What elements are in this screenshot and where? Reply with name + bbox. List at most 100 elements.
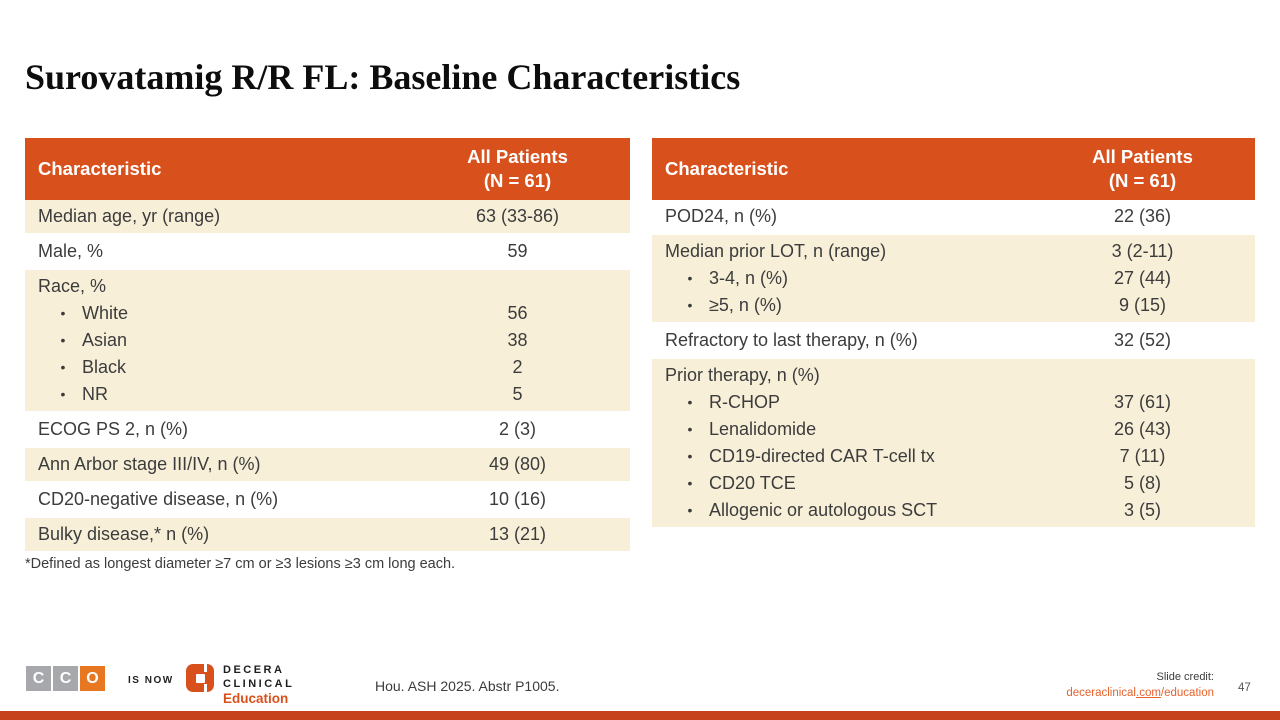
row-value-text: 27 (44) — [1113, 268, 1172, 289]
row-label: Refractory to last therapy, n (%) — [652, 324, 1030, 357]
table-row: ECOG PS 2, n (%) 2 (3) — [25, 413, 630, 449]
baseline-table-right: Characteristic All Patients (N = 61) POD… — [652, 138, 1255, 530]
row-sub-item: • CD19-directed CAR T-cell tx — [665, 443, 1030, 470]
row-label-text: POD24, n (%) — [665, 206, 778, 227]
table-row: Refractory to last therapy, n (%) 32 (52) — [652, 324, 1255, 360]
row-label: Median prior LOT, n (range) • 3-4, n (%) • ≥… — [652, 235, 1030, 322]
table-row: Median age, yr (range) 63 (33-86) — [25, 200, 630, 236]
row-label-text: Prior therapy, n (%) — [665, 365, 820, 386]
is-now-label: IS NOW — [128, 675, 174, 686]
row-value: 63 (33-86) — [405, 200, 630, 233]
row-sub-item: • Lenalidomide — [665, 416, 1030, 443]
page-title: Surovatamig R/R FL: Baseline Characteris… — [25, 57, 741, 97]
row-value-text: 13 (21) — [488, 524, 547, 545]
row-label-text: Median prior LOT, n (range) — [665, 241, 887, 262]
decera-logo-icon — [186, 664, 214, 692]
row-label: POD24, n (%) — [652, 200, 1030, 233]
row-label-text: CD20-negative disease, n (%) — [38, 489, 279, 510]
bullet-icon: • — [687, 448, 693, 465]
column-header-characteristic: Characteristic — [38, 158, 162, 180]
credit-link-tld: .com — [1136, 687, 1161, 700]
row-sub-item-text: Asian — [82, 330, 128, 351]
slide-credit-link[interactable]: deceraclinical.com/education — [1066, 685, 1214, 701]
table-row: Male, % 59 — [25, 235, 630, 271]
credit-link-path: /education — [1160, 687, 1214, 700]
row-label-text: Median age, yr (range) — [38, 206, 221, 227]
footnote: *Defined as longest diameter ≥7 cm or ≥3… — [25, 556, 456, 572]
row-value-text: 56 — [507, 303, 528, 324]
row-sub-item: • ≥5, n (%) — [665, 292, 1030, 319]
clinical-word: CLINICAL — [223, 677, 295, 690]
row-sub-item: • White — [38, 300, 405, 327]
row-value: 22 (36) — [1030, 200, 1255, 233]
table-body: POD24, n (%) 22 (36) Median prior LOT, n (… — [652, 200, 1255, 530]
cco-letter-o: O — [80, 666, 105, 691]
row-value-text: 22 (36) — [1113, 206, 1172, 227]
decera-icon-slit-top — [204, 664, 207, 672]
row-value: 13 (21) — [405, 518, 630, 551]
row-value: 3 (2-11) 27 (44) 9 (15) — [1030, 235, 1255, 322]
row-sub-item-text: Allogenic or autologous SCT — [709, 500, 938, 521]
bullet-icon: • — [687, 502, 693, 519]
row-value-text: 49 (80) — [488, 454, 547, 475]
row-label-text: Bulky disease,* n (%) — [38, 524, 210, 545]
table-row: Bulky disease,* n (%) 13 (21) — [25, 518, 630, 554]
row-value: 10 (16) — [405, 483, 630, 516]
row-label: Bulky disease,* n (%) — [25, 518, 405, 551]
bullet-icon: • — [687, 475, 693, 492]
bullet-icon: • — [687, 270, 693, 287]
credit-link-domain: deceraclinical — [1066, 687, 1136, 700]
table-row: Race, % • White • Asian • Black • NR 56 38 2 5 — [25, 270, 630, 414]
decera-icon-hole — [196, 674, 205, 683]
row-label: Prior therapy, n (%) • R-CHOP • Lenalidomide… — [652, 359, 1030, 527]
row-sub-item: • CD20 TCE — [665, 470, 1030, 497]
cco-logo: C C O — [26, 666, 105, 691]
row-sub-item-text: ≥5, n (%) — [709, 295, 782, 316]
row-value-text: 2 — [512, 357, 523, 378]
table-row: Ann Arbor stage III/IV, n (%) 49 (80) — [25, 448, 630, 484]
row-value-text: 63 (33-86) — [475, 206, 560, 227]
row-sub-item-text: Lenalidomide — [709, 419, 817, 440]
table-row: CD20-negative disease, n (%) 10 (16) — [25, 483, 630, 519]
row-value-text: 9 (15) — [1118, 295, 1167, 316]
row-value-text: 59 — [507, 241, 528, 262]
table-body: Median age, yr (range) 63 (33-86) Male, % 5… — [25, 200, 630, 554]
column-header-characteristic: Characteristic — [665, 158, 789, 180]
column-header-all-patients: All Patients (N = 61) — [1092, 146, 1193, 192]
table-header: Characteristic All Patients (N = 61) — [25, 138, 630, 201]
education-word: Education — [223, 691, 289, 706]
table-row: POD24, n (%) 22 (36) — [652, 200, 1255, 236]
row-sub-item: • 3-4, n (%) — [665, 265, 1030, 292]
row-label: ECOG PS 2, n (%) — [25, 413, 405, 446]
row-value-text: 5 (8) — [1123, 473, 1161, 494]
row-value: 59 — [405, 235, 630, 268]
row-label-text: ECOG PS 2, n (%) — [38, 419, 189, 440]
row-label-text: Race, % — [38, 276, 107, 297]
slide-credit-label: Slide credit: — [1156, 671, 1214, 683]
row-value-text: 38 — [507, 330, 528, 351]
bullet-icon: • — [687, 297, 693, 314]
row-label-text: Male, % — [38, 241, 104, 262]
row-value-text: 10 (16) — [488, 489, 547, 510]
row-value: 2 (3) — [405, 413, 630, 446]
bullet-icon: • — [60, 305, 66, 322]
row-sub-item-text: 3-4, n (%) — [709, 268, 789, 289]
row-label: Ann Arbor stage III/IV, n (%) — [25, 448, 405, 481]
bullet-icon: • — [60, 359, 66, 376]
decera-word: DECERA — [223, 664, 285, 676]
row-value-text: 32 (52) — [1113, 330, 1172, 351]
row-sub-item-text: Black — [82, 357, 127, 378]
row-sub-item-text: NR — [82, 384, 108, 405]
row-value-text: 2 (3) — [498, 419, 536, 440]
row-sub-item: • R-CHOP — [665, 389, 1030, 416]
row-value: 37 (61) 26 (43) 7 (11) 5 (8) 3 (5) — [1030, 359, 1255, 527]
bullet-icon: • — [60, 386, 66, 403]
row-sub-item: • Asian — [38, 327, 405, 354]
row-label: Median age, yr (range) — [25, 200, 405, 233]
row-value-text: 5 — [512, 384, 523, 405]
page-number: 47 — [1238, 682, 1251, 694]
row-sub-item: • Black — [38, 354, 405, 381]
bullet-icon: • — [60, 332, 66, 349]
row-sub-item: • Allogenic or autologous SCT — [665, 497, 1030, 524]
